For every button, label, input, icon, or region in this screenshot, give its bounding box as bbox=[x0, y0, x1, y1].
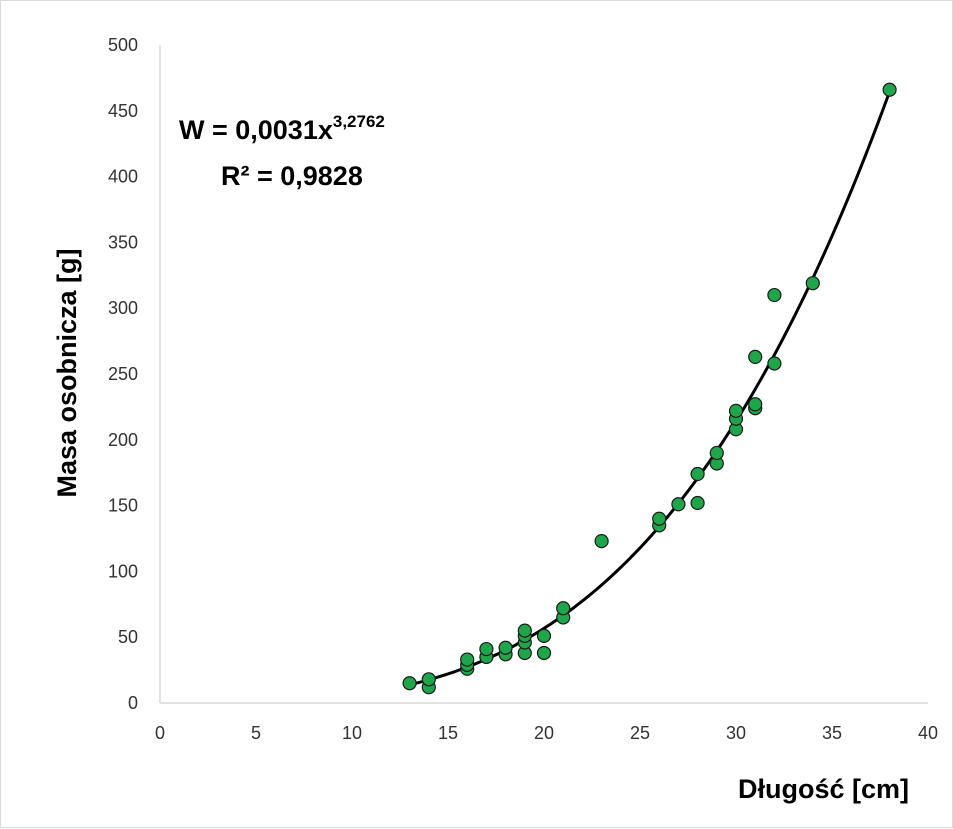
y-tick-label: 250 bbox=[108, 364, 138, 384]
data-point bbox=[498, 640, 513, 655]
data-point bbox=[536, 628, 552, 643]
data-point bbox=[690, 495, 705, 511]
x-tick-label: 30 bbox=[726, 723, 746, 743]
y-tick-label: 150 bbox=[108, 496, 138, 516]
data-point bbox=[517, 623, 532, 638]
data-point bbox=[805, 276, 820, 291]
y-tick-label: 50 bbox=[118, 627, 138, 647]
data-points bbox=[402, 82, 897, 695]
trendline-equation: W = 0,0031x3,2762 bbox=[179, 112, 385, 145]
x-tick-label: 35 bbox=[822, 723, 842, 743]
x-tick-label: 20 bbox=[534, 723, 554, 743]
y-tick-label: 350 bbox=[108, 232, 138, 252]
y-tick-label: 450 bbox=[108, 101, 138, 121]
x-tick-labels: 0 5 10 15 20 25 30 35 40 bbox=[155, 723, 938, 743]
x-tick-label: 15 bbox=[438, 723, 458, 743]
data-point bbox=[709, 445, 724, 461]
data-point bbox=[767, 287, 782, 303]
r-squared-label: R² = 0,9828 bbox=[221, 161, 363, 191]
data-point bbox=[690, 466, 705, 482]
x-tick-label: 10 bbox=[342, 723, 362, 743]
data-point bbox=[594, 534, 609, 549]
data-point bbox=[479, 641, 494, 657]
y-tick-label: 500 bbox=[108, 35, 138, 55]
x-tick-label: 25 bbox=[630, 723, 650, 743]
x-tick-label: 5 bbox=[251, 723, 261, 743]
data-point bbox=[556, 601, 571, 616]
data-point bbox=[652, 511, 667, 526]
data-point bbox=[748, 397, 763, 412]
data-point bbox=[402, 676, 417, 691]
data-point bbox=[728, 403, 744, 418]
y-tick-label: 0 bbox=[128, 693, 138, 713]
x-axis-title: Długość [cm] bbox=[738, 774, 909, 804]
x-tick-label: 0 bbox=[155, 723, 165, 743]
data-point bbox=[671, 497, 686, 512]
data-point bbox=[882, 82, 897, 97]
y-axis-title: Masa osobnicza [g] bbox=[52, 248, 82, 497]
data-point bbox=[748, 349, 763, 364]
data-point bbox=[536, 645, 552, 661]
y-tick-label: 300 bbox=[108, 298, 138, 318]
y-tick-label: 100 bbox=[108, 561, 138, 581]
trendline-group bbox=[409, 91, 892, 687]
axes bbox=[159, 45, 928, 704]
data-point bbox=[460, 652, 475, 667]
y-tick-labels: 0 50 100 150 200 250 300 350 400 450 500 bbox=[108, 35, 138, 713]
y-tick-label: 400 bbox=[108, 167, 138, 187]
data-point bbox=[421, 672, 436, 687]
data-point bbox=[767, 356, 782, 371]
trendline bbox=[409, 91, 892, 687]
x-tick-label: 40 bbox=[918, 723, 938, 743]
y-tick-label: 200 bbox=[108, 430, 138, 450]
